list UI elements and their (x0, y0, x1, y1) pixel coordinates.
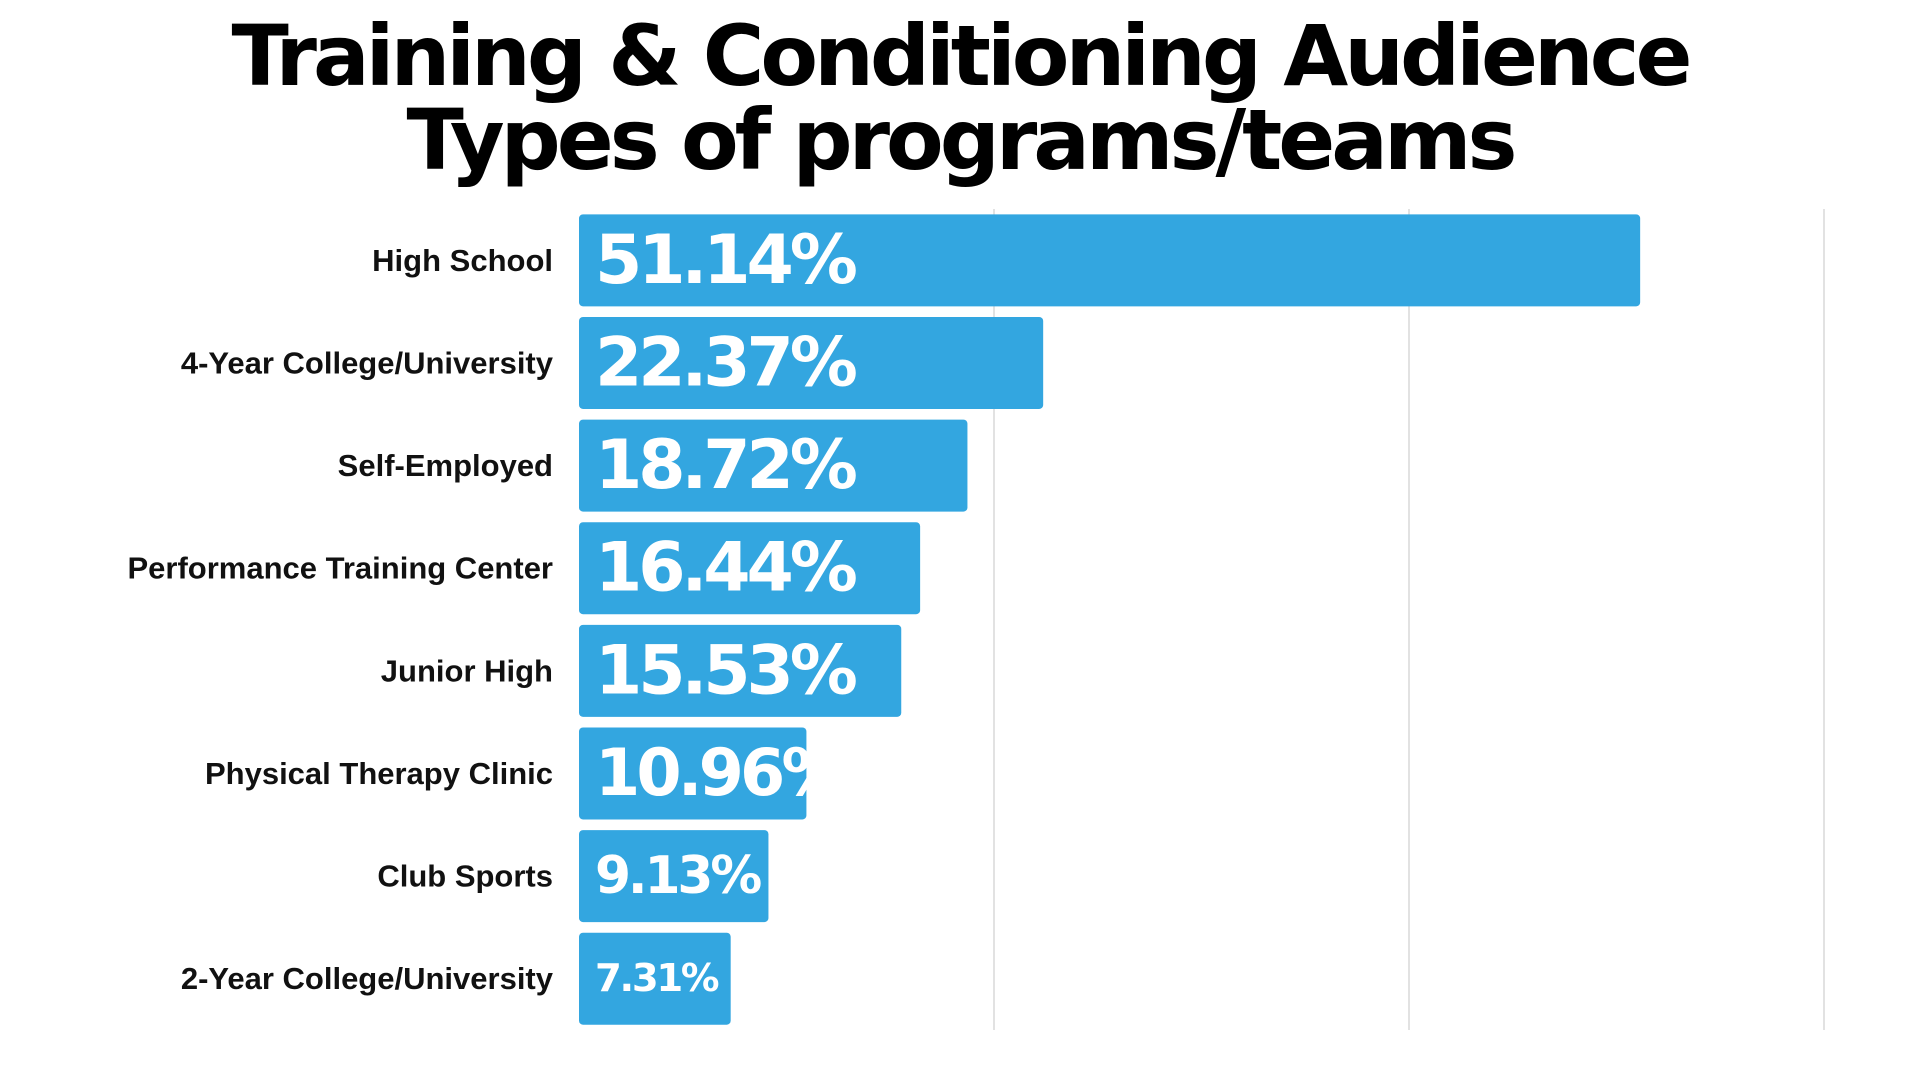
data-label: 15.53% (595, 631, 856, 710)
category-label: Junior High (381, 653, 553, 688)
data-label: 10.96% (595, 736, 845, 811)
category-labels: High School 4-Year College/University Self… (127, 243, 553, 996)
bars: 51.14% 22.37% 18.72% 16.44% 15.53% 10.96% 9.13… (579, 214, 1641, 1025)
bar (579, 727, 807, 820)
category-label: 2-Year College/University (181, 961, 554, 996)
chart-title-line-2: Types of programs/teams (406, 91, 1518, 189)
bar (579, 830, 769, 923)
bar (579, 522, 921, 615)
chart-title-line-1: Training & Conditioning Audience (231, 7, 1692, 105)
bar (579, 214, 1641, 307)
chart-title: Training & Conditioning Audience Types o… (0, 14, 1920, 182)
data-label: 16.44% (595, 529, 856, 608)
category-label: 4-Year College/University (181, 345, 554, 380)
bar (579, 419, 968, 512)
data-label: 9.13% (595, 846, 761, 906)
category-label: Physical Therapy Clinic (205, 756, 553, 791)
bar (579, 932, 731, 1025)
category-label: High School (372, 243, 553, 278)
bar (579, 316, 1044, 409)
category-label: Self-Employed (338, 448, 553, 483)
data-label: 7.31% (595, 956, 719, 1001)
category-label: Club Sports (377, 859, 553, 894)
gridlines (993, 209, 1825, 1030)
data-label: 51.14% (595, 221, 856, 300)
data-label: 18.72% (595, 426, 856, 505)
category-label: Performance Training Center (127, 551, 553, 586)
bar (579, 624, 902, 717)
data-label: 22.37% (595, 323, 856, 402)
